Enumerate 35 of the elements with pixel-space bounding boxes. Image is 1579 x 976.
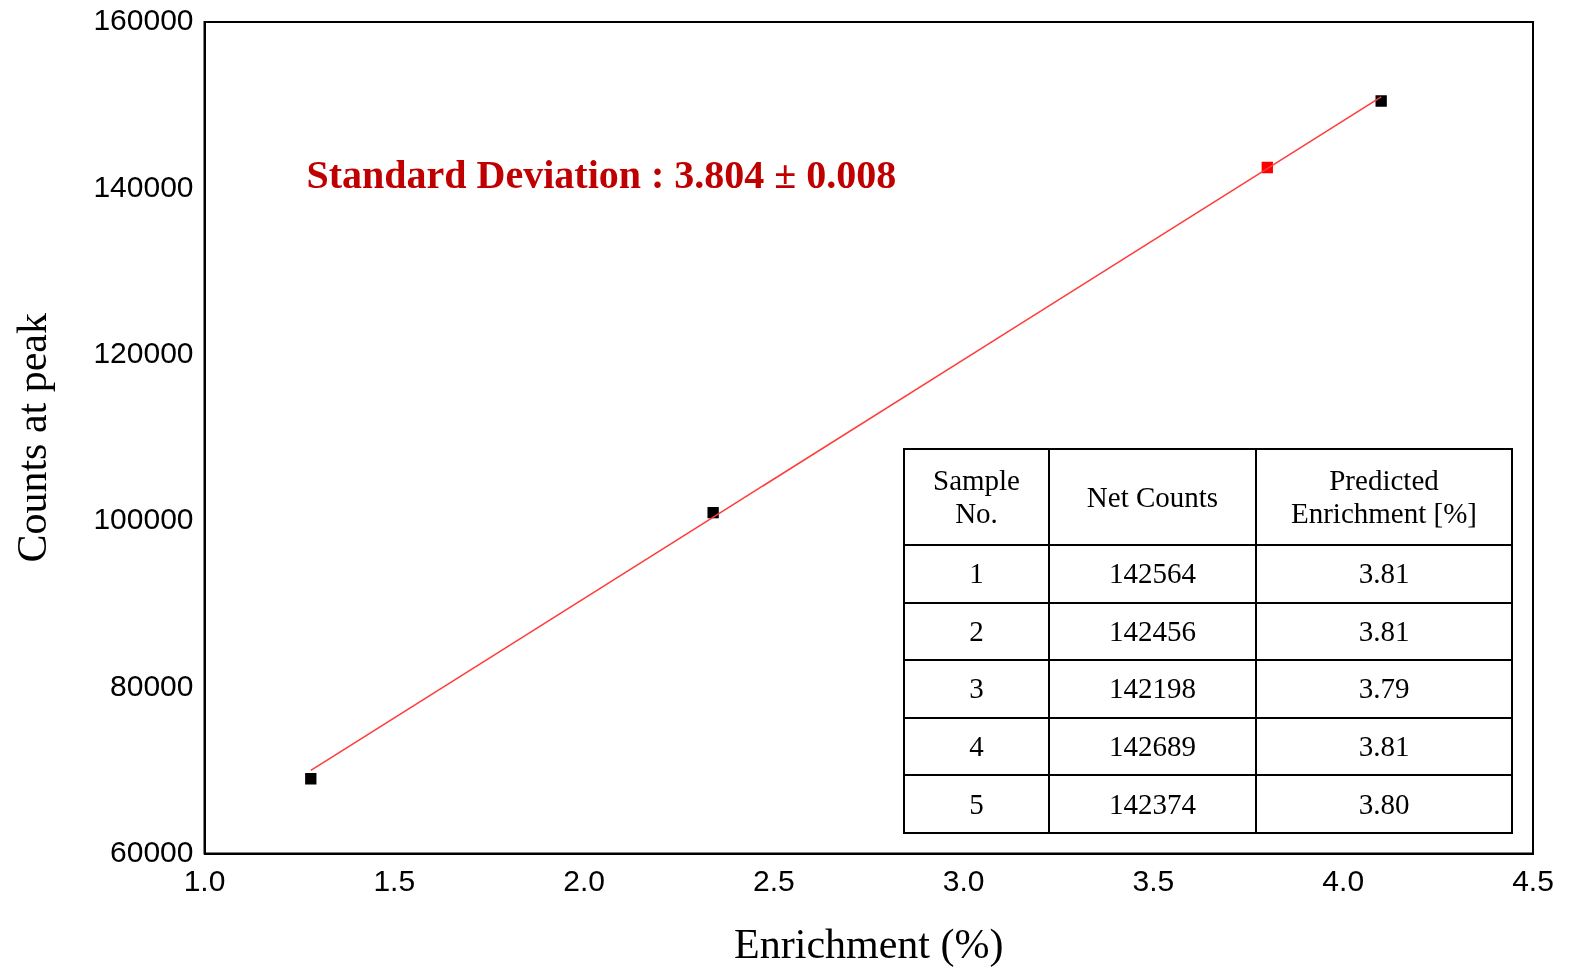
annotation: 142374 — [1049, 775, 1256, 833]
x-tick-label: 3.5 — [1132, 863, 1175, 897]
y-tick-label: 140000 — [93, 169, 194, 203]
x-tick-label: 3.0 — [942, 863, 985, 897]
annotation: Predicted Enrichment [%] — [1256, 449, 1512, 545]
annotation: 2 — [904, 602, 1049, 661]
annotation: 142456 — [1049, 602, 1256, 661]
annotation: 3.80 — [1256, 775, 1512, 833]
y-tick-label: 80000 — [110, 668, 194, 702]
annotation: 4 — [904, 717, 1049, 776]
y-tick-label: 120000 — [93, 335, 194, 369]
annotation: 3 — [904, 660, 1049, 718]
annotation: 5 — [904, 775, 1049, 833]
x-tick-label: 1.5 — [373, 863, 416, 897]
x-tick-label: 4.5 — [1512, 863, 1554, 897]
y-tick-label: 100000 — [93, 502, 194, 536]
annotation: 142564 — [1049, 545, 1256, 603]
annotation: Net Counts — [1049, 449, 1256, 545]
annotation: 142198 — [1049, 660, 1256, 718]
annotation: Sample No. — [904, 449, 1049, 545]
y-tick-label: 160000 — [93, 3, 194, 37]
annotation: 1 — [904, 545, 1049, 603]
annotation: 3.81 — [1256, 545, 1512, 603]
x-tick-label: 4.0 — [1322, 863, 1365, 897]
annotation: 3.81 — [1256, 717, 1512, 776]
point — [1375, 95, 1387, 107]
x-tick-label: 2.0 — [563, 863, 605, 897]
annotation: 3.79 — [1256, 660, 1512, 718]
x-tick-label: 2.5 — [753, 863, 795, 897]
annotation: Standard Deviation : 3.804 ± 0.008 — [306, 152, 897, 198]
x-axis-title: Enrichment (%) — [734, 920, 1004, 968]
y-axis-title: Counts at peak — [9, 312, 56, 563]
annotation: 3.81 — [1256, 602, 1512, 661]
point — [305, 773, 317, 785]
annotation: 142689 — [1049, 717, 1256, 776]
